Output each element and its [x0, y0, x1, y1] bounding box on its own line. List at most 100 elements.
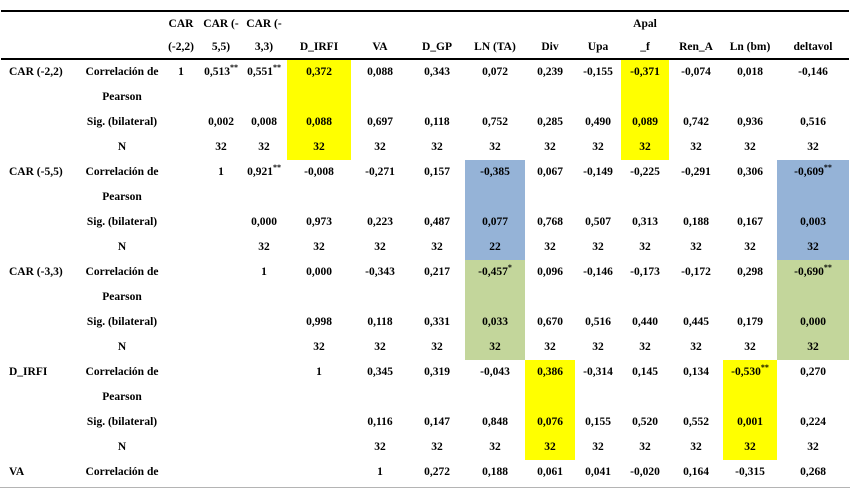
column-header-line2: D_GP	[409, 35, 465, 60]
column-header-line1	[575, 10, 621, 35]
value-cell: -0,043	[480, 366, 510, 378]
significance-asterisk: **	[229, 63, 238, 73]
value-cell: 0,223	[367, 216, 393, 228]
correlation-table: CAR CAR (- CAR (- Apal (-2,2) 5,5) 3,3) D_IRFI…	[1, 10, 849, 485]
stat-label: N	[83, 235, 161, 260]
value-cell: 0,188	[683, 216, 709, 228]
column-header-line2: Ln (bm)	[723, 35, 777, 60]
stat-label: Correlación de Pearson	[83, 260, 161, 310]
column-header-line1: CAR (-	[201, 10, 241, 35]
column-header-line2: 5,5)	[201, 35, 241, 60]
value-cell: -0,530**	[723, 360, 777, 410]
value-cell: -0,149	[583, 166, 613, 178]
value-cell: -0,690**	[777, 260, 849, 310]
value-cell: 0,487	[424, 216, 450, 228]
value-cell: 0,670	[537, 316, 563, 328]
stat-label-line: N	[117, 141, 127, 153]
value-cell: 32	[431, 441, 443, 453]
value-cell: -0,173	[630, 266, 660, 278]
value-cell	[161, 460, 201, 485]
value-cell: 0,268	[800, 466, 826, 478]
significance-asterisk: **	[272, 63, 281, 73]
value-cell: -0,146	[583, 266, 613, 278]
value-cell	[287, 460, 351, 485]
significance-asterisk: **	[823, 163, 832, 173]
value-cell: 0,003	[777, 210, 849, 235]
value-cell	[201, 435, 241, 460]
value-cell: -0,609**	[777, 160, 849, 210]
value-cell: 32	[258, 241, 270, 253]
value-cell: 32	[639, 341, 651, 353]
value-cell: 0,752	[482, 116, 508, 128]
corner-cell	[1, 35, 83, 60]
value-cell: -0,291	[681, 166, 711, 178]
stat-label: N	[83, 335, 161, 360]
value-cell: 0,000	[306, 266, 332, 278]
value-cell: 0,164	[683, 466, 709, 478]
value-cell: 0,041	[585, 466, 611, 478]
value-cell: 32	[374, 341, 386, 353]
value-cell	[161, 110, 201, 135]
column-header-line1	[409, 10, 465, 35]
stat-label-line: Pearson	[102, 291, 142, 303]
table-header: CAR CAR (- CAR (- Apal (-2,2) 5,5) 3,3) D_IRFI…	[1, 10, 849, 60]
value-cell: 32	[807, 141, 819, 153]
stat-label: Sig. (bilateral)	[83, 110, 161, 135]
stat-label-line: Sig. (bilateral)	[86, 416, 158, 428]
value-cell	[241, 310, 287, 335]
value-cell	[201, 210, 241, 235]
table-row: CAR (-3,3) Correlación de Pearson 1 0,000 -0,…	[1, 260, 849, 310]
value-cell: 32	[215, 141, 227, 153]
significance-asterisk: **	[760, 363, 769, 373]
value-cell	[201, 260, 241, 310]
value-cell: 32	[544, 141, 556, 153]
value-cell	[161, 160, 201, 210]
column-header-line2: 3,3)	[241, 35, 287, 60]
value-cell: 0,217	[424, 266, 450, 278]
value-cell: -0,457*	[465, 260, 525, 310]
value-cell	[201, 460, 241, 485]
value-cell: 0,145	[632, 366, 658, 378]
row-variable-label: VA	[9, 466, 25, 478]
value-cell: 32	[592, 441, 604, 453]
value-cell: 0,239	[537, 66, 563, 78]
value-cell	[161, 210, 201, 235]
value-cell: 32	[621, 135, 669, 160]
value-cell	[161, 435, 201, 460]
significance-asterisk: **	[272, 163, 281, 173]
table-row: N 32 32 32 32 32 32 32 32 32 32	[1, 335, 849, 360]
value-cell: 0,118	[367, 316, 393, 328]
stat-label-line: Sig. (bilateral)	[86, 116, 158, 128]
value-cell: 32	[777, 335, 849, 360]
table-row: Sig. (bilateral) 0,998 0,118 0,331 0,033 0,67…	[1, 310, 849, 335]
value-cell: 32	[431, 241, 443, 253]
stat-label-line: Correlación de	[85, 466, 159, 478]
column-header-line2: (-2,2)	[161, 35, 201, 60]
value-cell	[201, 335, 241, 360]
value-cell	[241, 410, 287, 435]
corner-cell	[1, 10, 83, 35]
value-cell	[161, 310, 201, 335]
table-row: CAR (-5,5) Correlación de Pearson 1 0,921** -…	[1, 160, 849, 210]
value-cell: 0,000	[251, 216, 277, 228]
value-cell: 0,490	[585, 116, 611, 128]
value-cell: 32	[374, 241, 386, 253]
significance-asterisk: *	[507, 263, 512, 273]
table-row: VA Correlación de 1 0,272 0,188 0,061 0,041 -0,…	[1, 460, 849, 485]
value-cell: 32	[489, 441, 501, 453]
stat-label-line: Correlación de	[85, 166, 159, 178]
value-cell: 32	[431, 341, 443, 353]
row-variable-label: CAR (-5,5)	[9, 166, 63, 178]
stat-label-line: N	[117, 241, 127, 253]
table-row: Sig. (bilateral) 0,116 0,147 0,848 0,076 0,15…	[1, 410, 849, 435]
column-header-line2: D_IRFI	[287, 35, 351, 60]
column-header-line2: Div	[525, 35, 575, 60]
value-cell: 0,516	[585, 316, 611, 328]
value-cell: 0,445	[683, 316, 709, 328]
table-body: CAR (-2,2) Correlación de Pearson 1 0,513** 0…	[1, 59, 849, 485]
stat-label-line: Pearson	[102, 191, 142, 203]
value-cell: -0,146	[798, 66, 828, 78]
row-variable-label: CAR (-2,2)	[9, 66, 63, 78]
corner-cell	[83, 10, 161, 35]
value-cell: 32	[639, 441, 651, 453]
